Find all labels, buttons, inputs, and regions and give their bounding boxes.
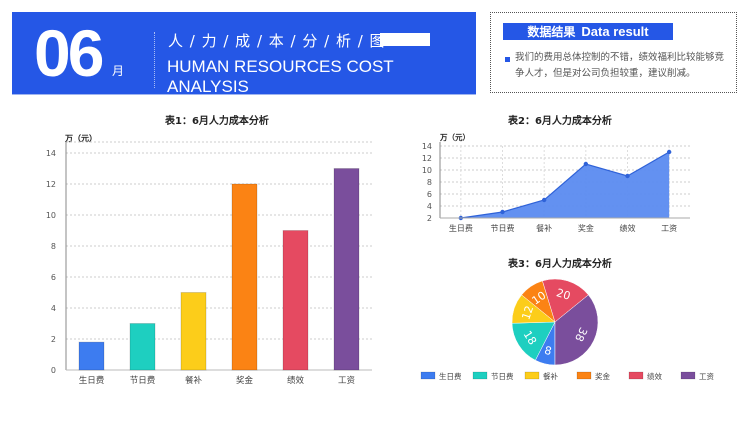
data-point	[666, 149, 672, 155]
pie-slice	[542, 278, 589, 323]
x-tick-label: 生日费	[79, 375, 105, 386]
bar	[282, 230, 309, 371]
y-tick-label: 4	[51, 304, 56, 313]
x-tick-label: 奖金	[578, 223, 594, 233]
pie-label: 8	[543, 344, 553, 358]
bar	[333, 168, 360, 371]
y-tick-label: 10	[422, 166, 432, 175]
chart1-title: 表1：6月人力成本分析	[165, 116, 269, 127]
x-tick-label: 节日费	[491, 223, 515, 233]
data-result-title-en: Data result	[581, 24, 649, 39]
x-tick-label: 奖金	[236, 375, 254, 386]
data-result-panel: 数据结果 Data result 我们的费用总体控制的不错，绩效福利比较能够竞争人…	[490, 12, 737, 93]
pie-label: 18	[521, 328, 539, 347]
y-tick-label: 0	[51, 366, 56, 375]
pie-label: 12	[519, 304, 536, 321]
banner-divider	[154, 32, 155, 88]
y-tick-label: 12	[46, 180, 56, 189]
bar	[78, 341, 105, 371]
month-unit: 月	[112, 64, 125, 78]
page-title-cn: 人 / 力 / 成 / 本 / 分 / 析 / 图	[168, 32, 386, 50]
x-tick-label: 绩效	[287, 375, 305, 386]
legend-label: 绩效	[647, 371, 662, 381]
y-tick-label: 6	[427, 190, 432, 199]
x-tick-label: 餐补	[185, 375, 203, 386]
x-tick-label: 节日费	[130, 375, 156, 386]
legend-swatch	[628, 371, 644, 380]
data-point	[500, 209, 505, 215]
header-banner: 06 月 人 / 力 / 成 / 本 / 分 / 析 / 图 HUMAN RES…	[12, 12, 476, 96]
data-point	[583, 161, 589, 167]
pie-label: 38	[572, 325, 590, 343]
chart2-title: 表2：6月人力成本分析	[508, 116, 612, 127]
legend-label: 餐补	[543, 371, 558, 381]
y-tick-label: 2	[51, 335, 56, 344]
decorative-bar	[380, 33, 430, 46]
legend-label: 奖金	[595, 371, 610, 381]
y-tick-label: 14	[46, 149, 56, 158]
y-tick-label: 2	[427, 214, 432, 223]
data-result-title-cn: 数据结果	[527, 25, 576, 39]
legend-swatch	[472, 371, 488, 380]
y-tick-label: 10	[46, 211, 56, 220]
bar	[180, 292, 207, 371]
y-tick-label: 14	[422, 142, 432, 151]
y-tick-label: 4	[427, 202, 432, 211]
area-y-axis-label: 万（元）	[439, 132, 470, 142]
bar	[231, 183, 258, 371]
chart3-title: 表3：6月人力成本分析	[508, 259, 612, 270]
legend-label: 节日费	[491, 371, 514, 381]
y-tick-label: 12	[422, 154, 432, 163]
pie-label: 10	[530, 289, 549, 308]
pie-label: 20	[555, 286, 572, 303]
area-line	[460, 151, 670, 219]
pie-slice	[554, 294, 599, 366]
y-tick-label: 6	[51, 273, 56, 282]
x-tick-label: 生日费	[449, 223, 473, 233]
y-tick-label: 8	[51, 242, 56, 251]
area-fill	[460, 152, 670, 218]
legend-label: 生日费	[439, 371, 462, 381]
x-tick-label: 餐补	[536, 223, 552, 233]
data-result-text: 我们的费用总体控制的不错，绩效福利比较能够竞争人才，但是对公司负担较重，建议削减…	[515, 52, 725, 79]
x-tick-label: 绩效	[620, 223, 636, 233]
bullet-icon	[505, 57, 510, 62]
legend-label: 工资	[699, 371, 714, 381]
bar-y-axis-label: 万（元）	[64, 133, 97, 143]
data-point	[625, 173, 630, 179]
x-tick-label: 工资	[661, 223, 677, 233]
month-number: 06	[34, 16, 104, 90]
bar	[129, 323, 156, 371]
pie-slice	[511, 321, 556, 361]
page-title-en: HUMAN RESOURCES COST ANALYSIS	[167, 57, 394, 96]
data-point	[541, 197, 547, 203]
legend-swatch	[420, 371, 436, 380]
y-tick-label: 8	[427, 178, 432, 187]
legend-swatch	[680, 371, 696, 380]
data-result-title: 数据结果 Data result	[503, 23, 673, 40]
legend-swatch	[524, 371, 540, 380]
legend-swatch	[576, 371, 592, 380]
x-tick-label: 工资	[338, 375, 356, 386]
